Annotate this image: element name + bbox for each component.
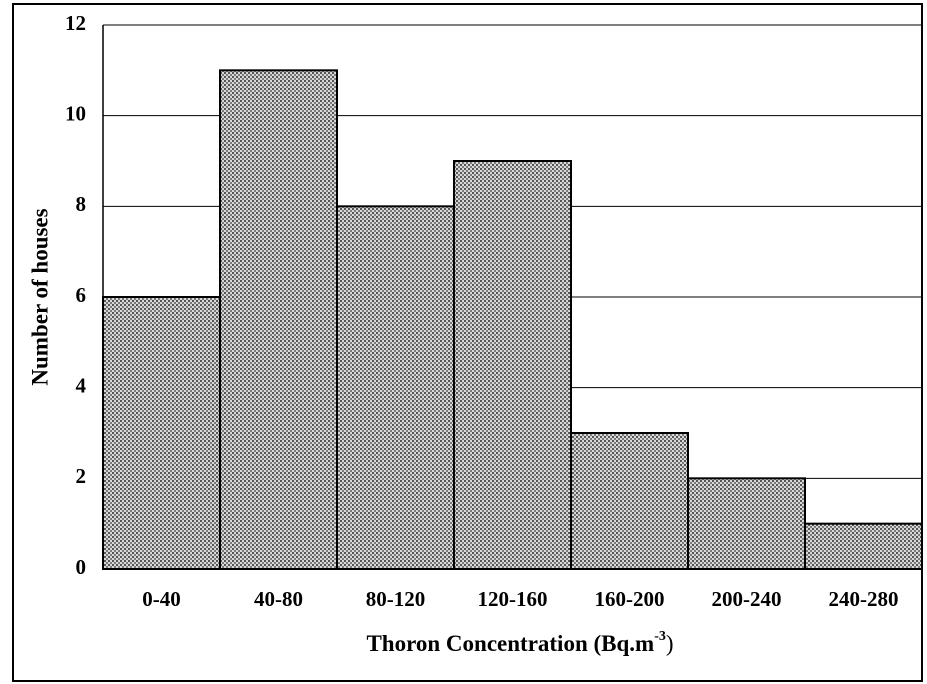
- x-tick-label: 80-120: [366, 587, 426, 611]
- bar: [219, 69, 338, 570]
- x-tick-label: 200-240: [712, 587, 782, 611]
- bar: [687, 477, 806, 571]
- y-tick-label: 10: [65, 101, 86, 125]
- bar: [804, 522, 923, 571]
- y-axis-title: Number of houses: [27, 208, 52, 385]
- bar: [453, 160, 572, 570]
- x-tick-label: 40-80: [254, 587, 303, 611]
- x-axis-title: Thoron Concentration (Bq.m-3): [366, 629, 673, 656]
- y-tick-label: 12: [65, 11, 86, 35]
- x-tick-label: 240-280: [829, 587, 899, 611]
- x-axis-title-main: Thoron Concentration (Bq.m: [366, 631, 654, 656]
- y-tick-label: 4: [76, 373, 87, 397]
- y-tick-label: 0: [76, 555, 87, 579]
- x-axis-title-end: ): [666, 631, 674, 656]
- y-tick-label: 2: [76, 464, 87, 488]
- y-tick-label: 8: [76, 192, 87, 216]
- x-tick-label: 160-200: [595, 587, 665, 611]
- bar: [102, 296, 221, 570]
- bar: [570, 432, 689, 570]
- x-tick-label: 120-160: [478, 587, 548, 611]
- bar: [336, 205, 455, 570]
- x-axis-title-sup: -3: [654, 629, 666, 644]
- x-tick-label: 0-40: [142, 587, 181, 611]
- frame: [12, 3, 923, 682]
- y-tick-label: 6: [76, 283, 87, 307]
